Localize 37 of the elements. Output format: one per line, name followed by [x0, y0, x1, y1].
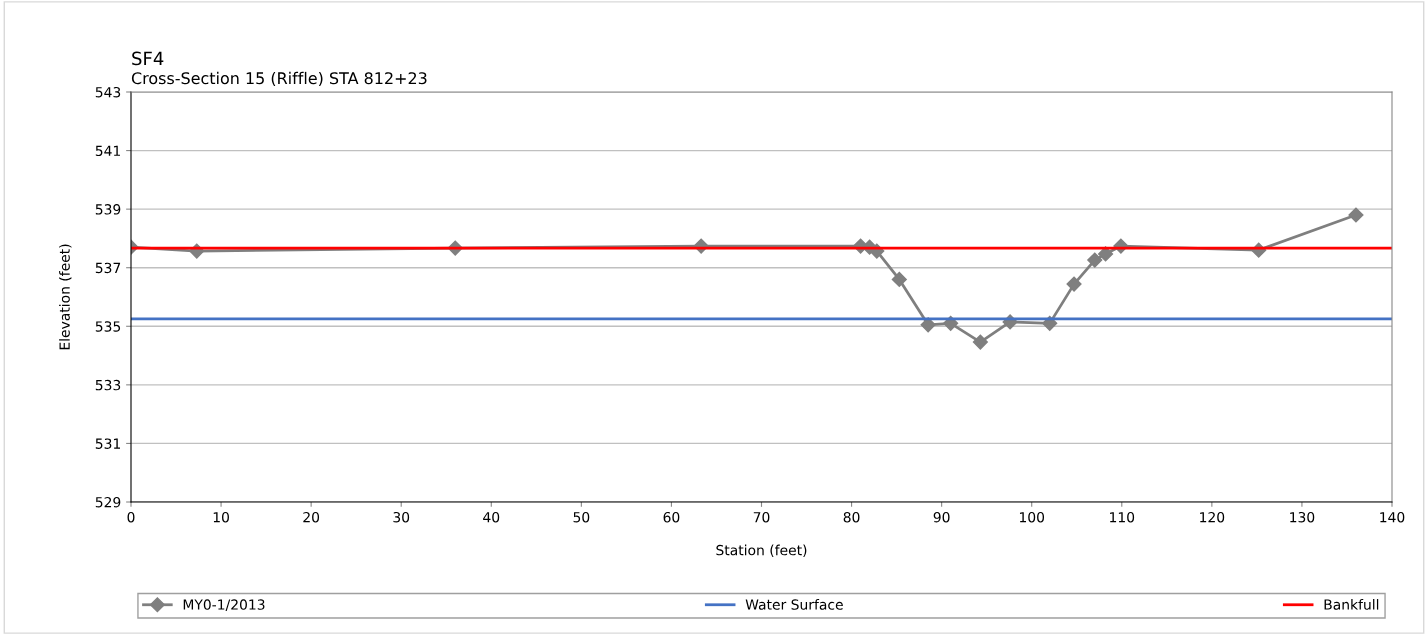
chart-subtitle: Cross-Section 15 (Riffle) STA 812+23	[131, 71, 427, 87]
y-tick-label: 537	[95, 262, 121, 274]
point	[972, 334, 988, 350]
point	[1348, 207, 1364, 223]
x-tick-label: 60	[663, 511, 680, 523]
y-tick-label: 531	[95, 438, 120, 449]
y-axis-title: Elevation (feet)	[59, 244, 72, 350]
y-tick-label: 529	[95, 496, 121, 508]
point	[1098, 246, 1114, 262]
x-tick-label: 50	[573, 511, 590, 523]
x-axis-title: Station (feet)	[716, 544, 807, 557]
point	[1066, 276, 1082, 292]
point	[1087, 252, 1103, 268]
y-tick-label: 541	[95, 145, 120, 157]
x-tick-label: 110	[1110, 511, 1135, 523]
point	[891, 271, 907, 287]
y-tick-label: 539	[95, 204, 121, 215]
chart-title: SF4	[132, 51, 164, 66]
x-tick-label: 130	[1290, 511, 1315, 523]
point	[920, 317, 936, 333]
legend-label: Bankfull	[1324, 599, 1379, 610]
x-tick-label: 80	[843, 511, 860, 523]
legend-label: MY0-1/2013	[183, 599, 265, 611]
x-tick-label: 140	[1380, 511, 1405, 523]
x-tick-label: 40	[483, 511, 500, 523]
x-tick-label: 0	[127, 511, 135, 523]
x-tick-label: 100	[1019, 511, 1045, 523]
x-tick-label: 10	[213, 511, 229, 523]
y-tick-label: 535	[95, 321, 121, 332]
x-tick-label: 120	[1200, 511, 1225, 523]
legend-label: Water Surface	[745, 599, 843, 610]
x-tick-label: 20	[303, 511, 320, 523]
x-tick-label: 90	[933, 511, 950, 523]
x-tick-label: 30	[393, 511, 410, 523]
y-tick-label: 543	[95, 86, 121, 98]
x-tick-label: 70	[753, 511, 770, 523]
y-tick-label: 533	[95, 379, 121, 391]
